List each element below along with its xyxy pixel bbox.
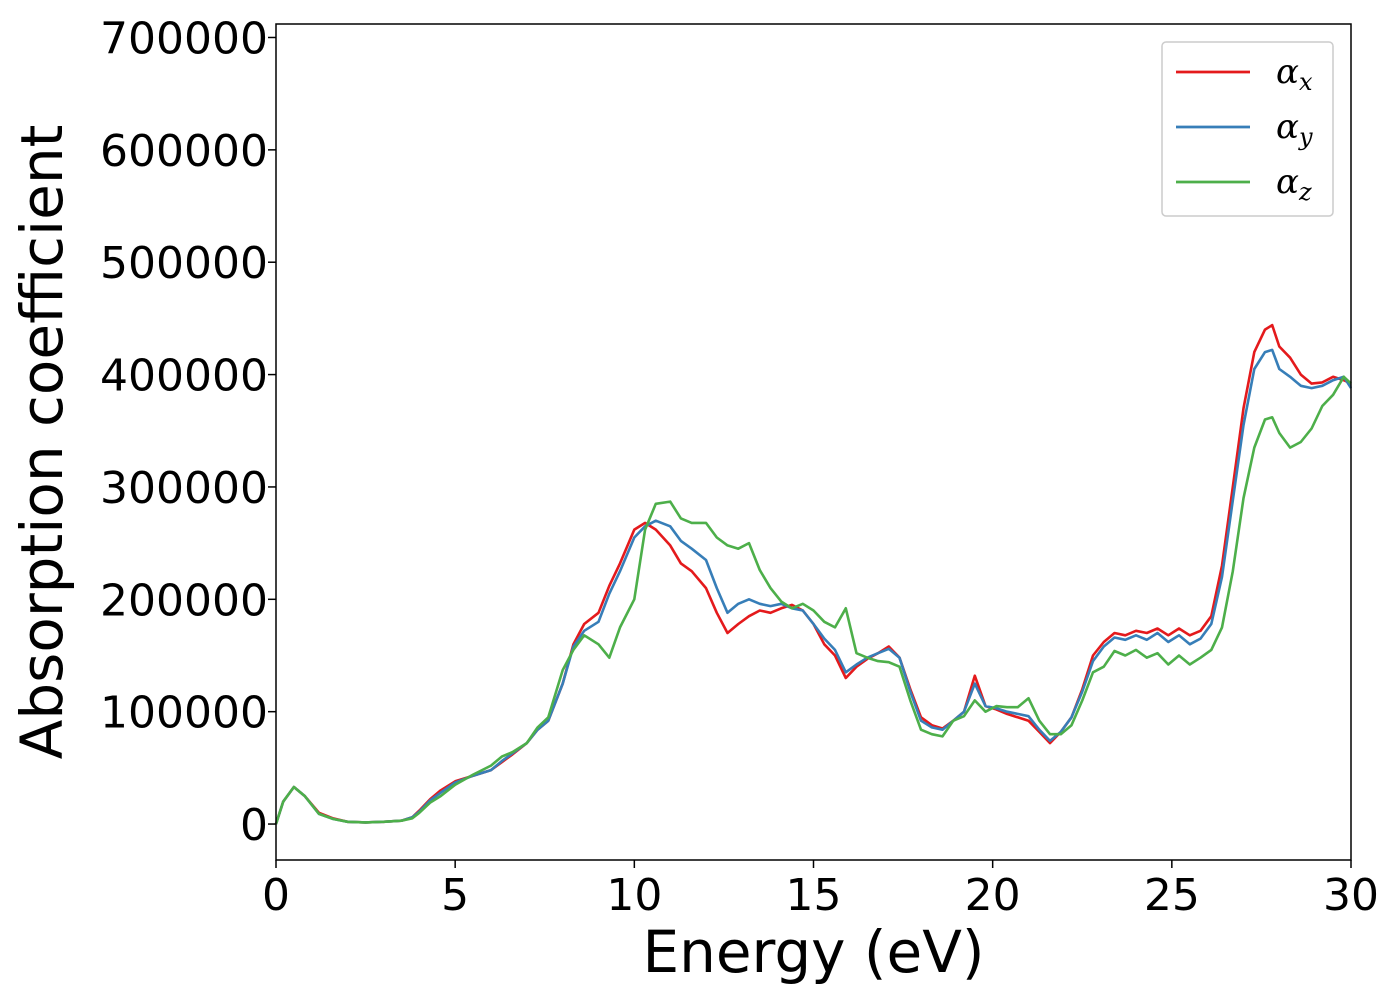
y-tick-label: 300000 xyxy=(100,463,268,514)
x-tick-label: 25 xyxy=(1144,870,1200,921)
x-tick-label: 0 xyxy=(262,870,290,921)
y-tick-label: 400000 xyxy=(100,351,268,402)
series-lines xyxy=(274,323,1353,825)
y-tick-label: 200000 xyxy=(100,575,268,626)
y-axis-title: Absorption coefficient xyxy=(8,125,76,760)
x-tick-label: 30 xyxy=(1323,870,1379,921)
legend-items: αx αy αz xyxy=(1176,52,1313,206)
series-line-y xyxy=(274,348,1353,825)
legend-label-x: αx xyxy=(1276,52,1313,96)
axis-ticks: 0 5 10 15 20 25 30 0 100000 200000 300000 400000 500… xyxy=(100,13,1379,921)
legend-box xyxy=(1161,41,1334,217)
y-tick-label: 600000 xyxy=(100,126,268,177)
legend: αx αy αz xyxy=(1161,41,1334,217)
y-tick-label: 500000 xyxy=(100,238,268,289)
y-tick-label: 100000 xyxy=(100,688,268,739)
x-axis-title: Energy (eV) xyxy=(642,918,984,986)
legend-label-z: αz xyxy=(1276,162,1312,206)
series-line-z xyxy=(274,375,1352,825)
series-line-x xyxy=(274,323,1352,825)
x-tick-label: 15 xyxy=(786,870,842,921)
legend-label-y: αy xyxy=(1276,107,1313,151)
y-tick-label: 0 xyxy=(240,800,268,851)
x-tick-label: 20 xyxy=(965,870,1021,921)
x-tick-label: 5 xyxy=(441,870,469,921)
x-tick-label: 10 xyxy=(606,870,662,921)
y-tick-label: 700000 xyxy=(100,13,268,64)
